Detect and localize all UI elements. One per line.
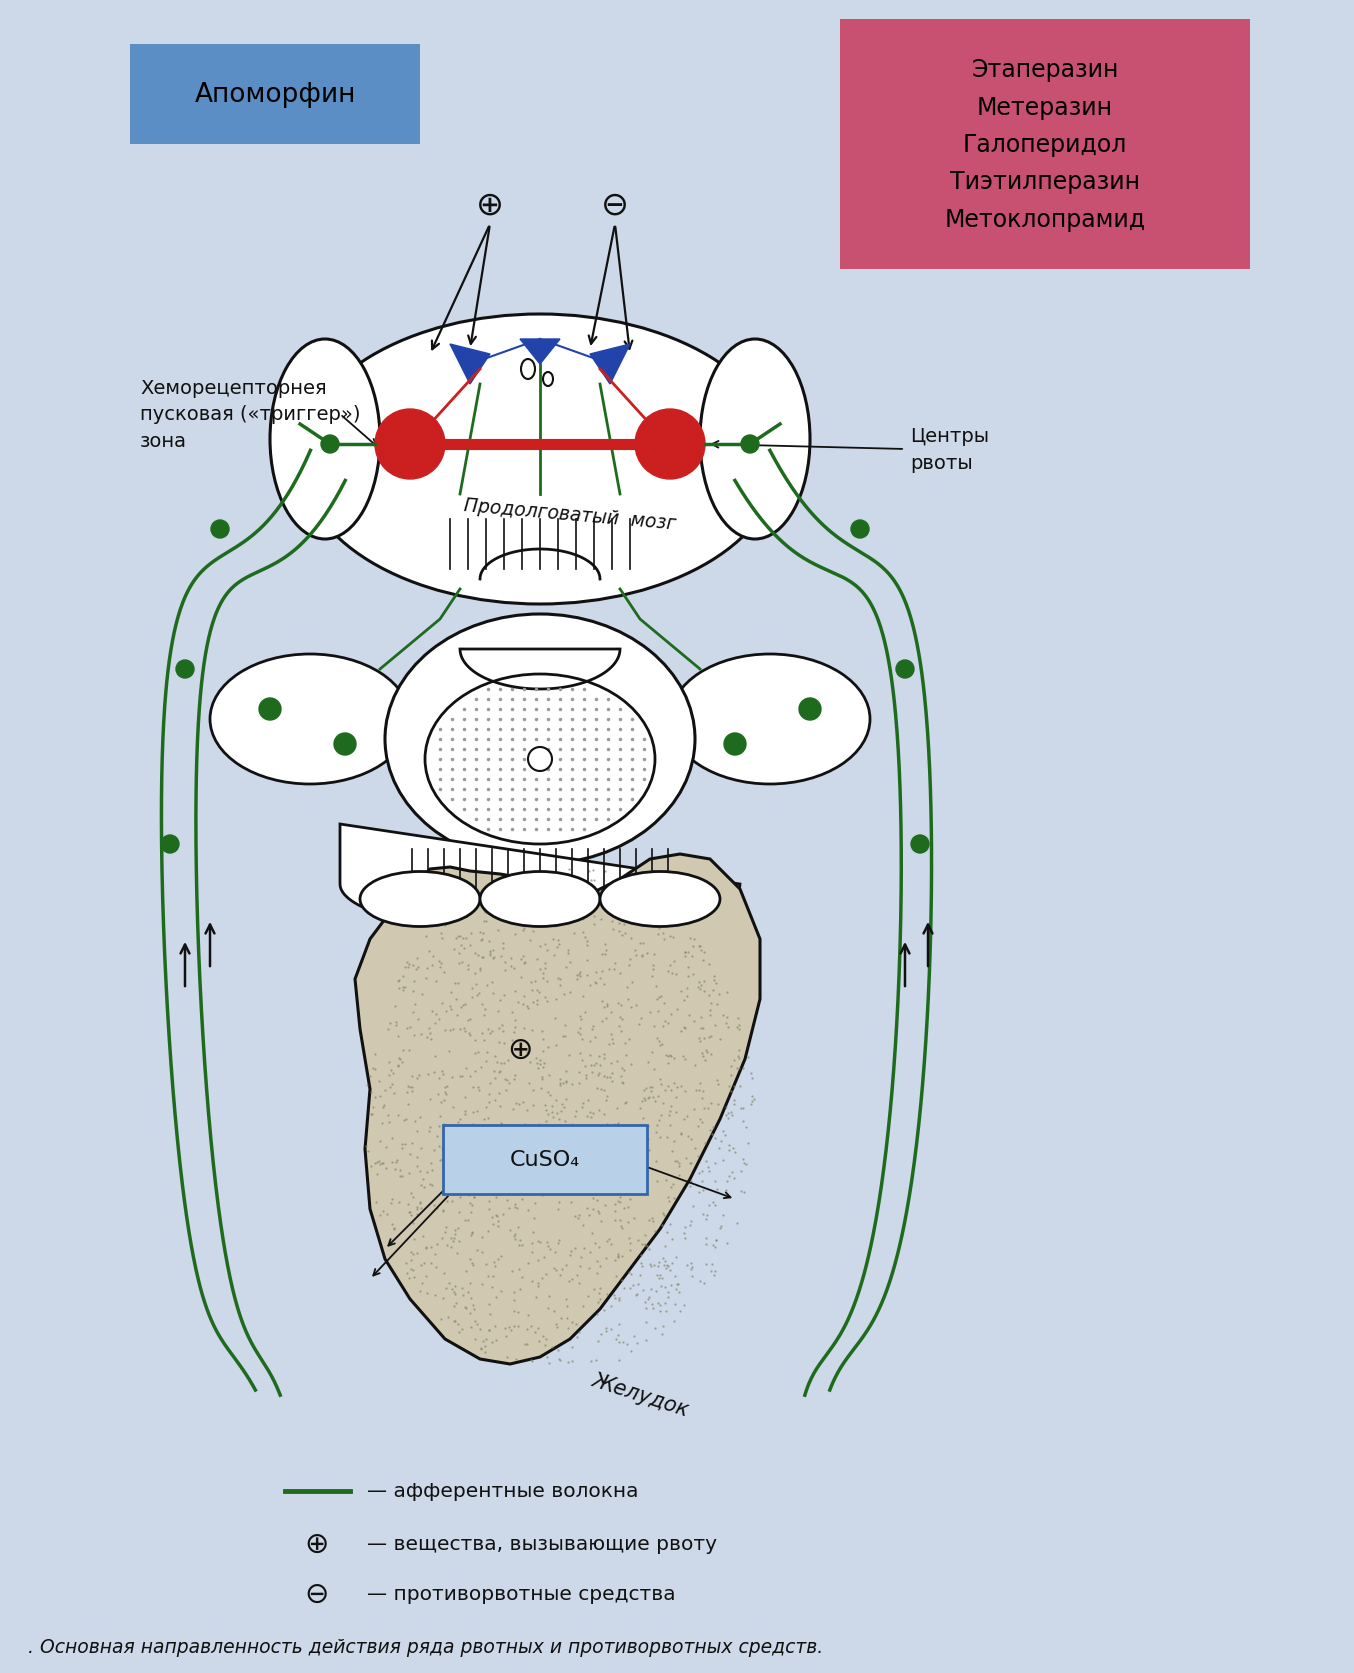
FancyBboxPatch shape <box>839 20 1250 269</box>
Ellipse shape <box>481 872 600 927</box>
Text: Апоморфин: Апоморфин <box>195 82 356 109</box>
Text: Центры
рвоты: Центры рвоты <box>910 427 990 472</box>
Circle shape <box>176 661 194 679</box>
Text: — афферентные волокна: — афферентные волокна <box>367 1482 639 1501</box>
Polygon shape <box>340 825 741 935</box>
Ellipse shape <box>521 360 535 380</box>
Polygon shape <box>355 855 760 1363</box>
FancyBboxPatch shape <box>130 45 420 146</box>
Text: Желудок: Желудок <box>589 1369 691 1419</box>
Circle shape <box>852 520 869 539</box>
Text: — вещества, вызывающие рвоту: — вещества, вызывающие рвоту <box>367 1534 718 1554</box>
Text: ⊕: ⊕ <box>477 189 504 221</box>
Circle shape <box>321 435 338 453</box>
Circle shape <box>334 733 356 756</box>
Text: ⊕: ⊕ <box>508 1036 532 1064</box>
Ellipse shape <box>543 373 552 386</box>
Circle shape <box>724 733 746 756</box>
Text: ⊖: ⊖ <box>601 189 630 221</box>
Polygon shape <box>450 345 490 385</box>
Ellipse shape <box>301 315 780 604</box>
Circle shape <box>211 520 229 539</box>
Circle shape <box>896 661 914 679</box>
Ellipse shape <box>360 872 481 927</box>
Polygon shape <box>460 649 620 689</box>
Text: ⊕: ⊕ <box>305 1531 329 1558</box>
Ellipse shape <box>670 654 871 785</box>
Circle shape <box>911 835 929 853</box>
Text: Хеморецепторнея
пусковая («триггер»)
зона: Хеморецепторнея пусковая («триггер») зон… <box>139 378 360 450</box>
Circle shape <box>741 435 760 453</box>
Ellipse shape <box>600 872 720 927</box>
Text: Этаперазин
Метеразин
Галоперидол
Тиэтилперазин
Метоклопрамид: Этаперазин Метеразин Галоперидол Тиэтилп… <box>945 59 1145 231</box>
Ellipse shape <box>210 654 410 785</box>
Text: Продолговатый  мозг: Продолговатый мозг <box>463 495 677 534</box>
Ellipse shape <box>269 340 380 540</box>
Circle shape <box>635 410 705 480</box>
Text: ⊖: ⊖ <box>305 1579 329 1608</box>
Circle shape <box>259 699 282 721</box>
Polygon shape <box>520 340 561 365</box>
Circle shape <box>375 410 445 480</box>
Text: . Основная направленность действия ряда рвотных и противорвотных средств.: . Основная направленность действия ряда … <box>28 1638 823 1656</box>
FancyBboxPatch shape <box>443 1124 647 1195</box>
Circle shape <box>799 699 821 721</box>
Text: — противорвотные средства: — противорвотные средства <box>367 1584 676 1603</box>
Circle shape <box>528 748 552 771</box>
Circle shape <box>161 835 179 853</box>
Polygon shape <box>590 345 630 385</box>
Ellipse shape <box>700 340 810 540</box>
Ellipse shape <box>385 614 695 865</box>
Text: CuSO₄: CuSO₄ <box>510 1149 580 1169</box>
